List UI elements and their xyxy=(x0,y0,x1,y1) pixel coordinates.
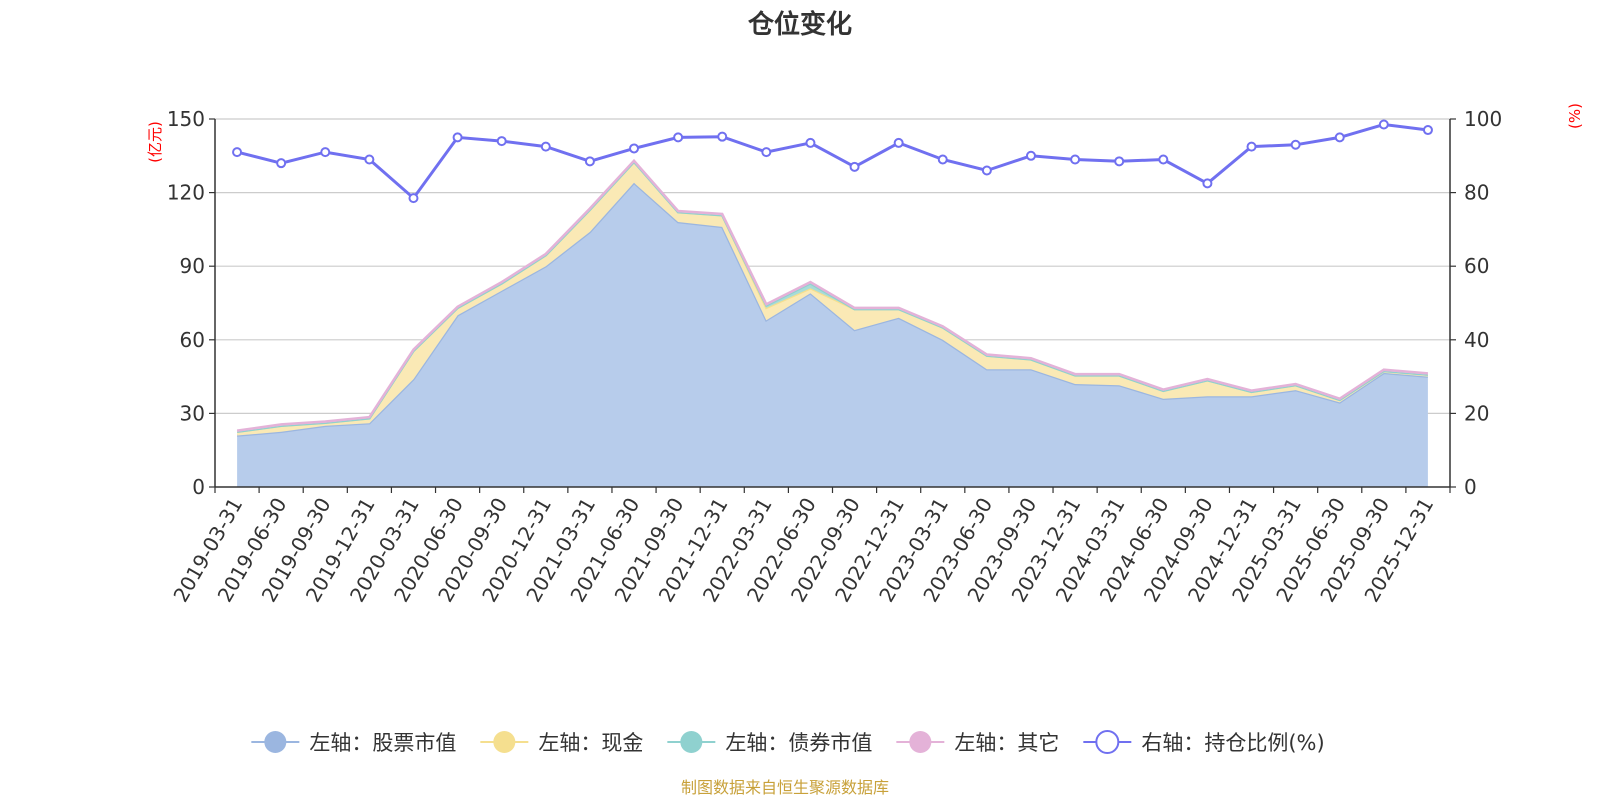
ratio-point[interactable] xyxy=(1246,141,1257,152)
ratio-point[interactable] xyxy=(629,143,640,154)
ratio-line xyxy=(236,122,1429,201)
chart-title: 仓位变化 xyxy=(747,9,852,40)
ratio-point[interactable] xyxy=(1202,178,1213,189)
right-axis-tick-label: 20 xyxy=(1464,401,1489,425)
legend-marker xyxy=(680,731,703,753)
ratio-point[interactable] xyxy=(584,156,595,167)
right-axis-tick-label: 0 xyxy=(1464,475,1477,499)
legend[interactable]: 左轴：股票市值 左轴：现金 左轴：债券市值 左轴：其它 右轴：持仓比例(%) xyxy=(251,730,1325,755)
right-axis-tick-label: 60 xyxy=(1464,254,1489,278)
ratio-point[interactable] xyxy=(408,193,419,204)
left-axis-tick-label: 30 xyxy=(180,401,205,425)
left-axis-tick-label: 60 xyxy=(180,328,205,352)
legend-item[interactable]: 右轴：持仓比例(%) xyxy=(1083,730,1325,755)
legend-label: 左轴：股票市值 xyxy=(309,731,456,755)
ratio-point[interactable] xyxy=(320,147,331,158)
ratio-point[interactable] xyxy=(849,161,860,172)
legend-marker xyxy=(493,731,516,753)
left-axis-tick-label: 0 xyxy=(192,475,205,499)
ratio-point[interactable] xyxy=(1334,132,1345,143)
ratio-point[interactable] xyxy=(1070,154,1081,165)
legend-marker xyxy=(264,731,287,753)
ratio-point[interactable] xyxy=(893,137,904,148)
ratio-point[interactable] xyxy=(452,132,463,143)
ratio-point[interactable] xyxy=(232,147,243,158)
legend-label: 左轴：债券市值 xyxy=(725,731,872,755)
ratio-point[interactable] xyxy=(761,147,772,158)
legend-label: 左轴：现金 xyxy=(538,731,643,755)
source-note: 制图数据来自恒生聚源数据库 xyxy=(681,778,889,797)
legend-item[interactable]: 左轴：债券市值 xyxy=(667,731,872,755)
left-axis-unit: (亿元) xyxy=(146,121,164,163)
area-edge-左轴：其它 xyxy=(236,158,1429,432)
ratio-line-series xyxy=(232,119,1433,204)
ratio-point[interactable] xyxy=(1114,156,1125,167)
legend-label: 左轴：其它 xyxy=(954,731,1059,755)
ratio-point[interactable] xyxy=(1422,125,1433,136)
ratio-point[interactable] xyxy=(717,131,728,142)
right-axis-tick-label: 40 xyxy=(1464,328,1489,352)
stacked-areas xyxy=(236,158,1429,488)
legend-item[interactable]: 左轴：现金 xyxy=(480,731,643,755)
left-axis-tick-label: 150 xyxy=(167,107,205,131)
ratio-point[interactable] xyxy=(496,136,507,147)
ratio-point[interactable] xyxy=(1378,119,1389,130)
ratio-point[interactable] xyxy=(673,132,684,143)
ratio-point[interactable] xyxy=(937,154,948,165)
ratio-point[interactable] xyxy=(276,158,287,169)
legend-marker xyxy=(1095,730,1120,754)
right-axis-tick-label: 80 xyxy=(1464,181,1489,205)
ratio-point[interactable] xyxy=(805,137,816,148)
legend-item[interactable]: 左轴：股票市值 xyxy=(251,731,456,755)
right-axis-unit: (%) xyxy=(1566,103,1584,129)
ratio-point[interactable] xyxy=(1025,150,1036,161)
legend-item[interactable]: 左轴：其它 xyxy=(896,731,1059,755)
ratio-point[interactable] xyxy=(540,141,551,152)
legend-marker xyxy=(909,731,932,753)
left-axis-tick-label: 90 xyxy=(180,254,205,278)
ratio-point[interactable] xyxy=(1158,154,1169,165)
ratio-point[interactable] xyxy=(364,154,375,165)
ratio-point[interactable] xyxy=(981,165,992,176)
right-axis-tick-label: 100 xyxy=(1464,107,1502,131)
legend-label: 右轴：持仓比例(%) xyxy=(1141,731,1324,755)
left-axis-tick-label: 120 xyxy=(167,181,205,205)
area-左轴：股票市值 xyxy=(237,182,1428,488)
ratio-point[interactable] xyxy=(1290,139,1301,150)
